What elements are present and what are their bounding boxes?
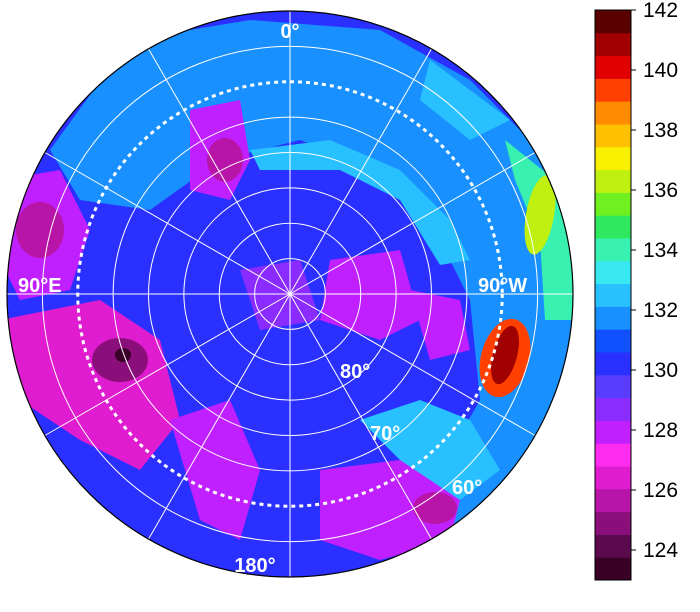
colorbar-tick-label: 130: [643, 359, 678, 382]
region-cyan-arc-south: [360, 400, 500, 500]
colorbar-cell: [595, 488, 631, 513]
colorbar-cell: [595, 397, 631, 421]
colorbar-cell: [595, 215, 631, 239]
colorbar-tick-label: 124: [643, 539, 678, 562]
lat-label-60: 60°: [452, 477, 482, 499]
dashed-latitude-ring: [76, 80, 504, 508]
colorbar-cell: [595, 260, 631, 285]
colorbar: 124 126 128 130 132 134 136 138 140 142: [594, 0, 678, 581]
colorbar-tick-label: 142: [643, 0, 678, 22]
graticule: [7, 11, 573, 577]
colorbar-cell: [595, 420, 631, 444]
colorbar-cell: [595, 55, 631, 79]
region-cyan-arc-north: [250, 140, 470, 265]
colorbar-tick-label: 136: [643, 179, 678, 202]
region-purple-south: [170, 400, 260, 540]
colorbar-cell: [595, 374, 631, 399]
region-red-hotspot: [491, 325, 519, 385]
lon-label-90e: 90°E: [18, 275, 62, 297]
latitude-ring: [218, 222, 362, 366]
colorbar-frame: [594, 9, 632, 581]
colorbar-cell: [595, 32, 631, 57]
colorbar-tick-label: 140: [643, 59, 678, 82]
colorbar-cells: [595, 10, 631, 581]
latitude-ring: [41, 45, 539, 543]
region-purple-southeast: [320, 460, 460, 560]
region-darkest-sw: [115, 348, 131, 362]
lat-label-80: 80°: [340, 361, 370, 383]
latitude-ring: [148, 152, 432, 436]
lat-label-70: 70°: [370, 423, 400, 445]
colorbar-cell: [595, 101, 631, 125]
colorbar-cell: [595, 443, 631, 467]
colorbar-cell: [595, 283, 631, 307]
region-purple-east: [410, 290, 470, 360]
colorbar-tick-label: 126: [643, 479, 678, 502]
colorbar-cell: [595, 557, 631, 581]
region-yellow-spot: [524, 175, 556, 255]
lon-label-0: 0°: [280, 21, 299, 43]
colorbar-cell: [595, 192, 631, 216]
region-magenta-west: [16, 202, 64, 258]
colorbar-tick-label: 132: [643, 299, 678, 322]
colorbar-tick-label: 134: [643, 239, 678, 262]
lon-label-90w: 90°W: [478, 275, 527, 297]
map-outline: [6, 10, 574, 578]
colorbar-cell: [595, 511, 631, 535]
region-magenta-southeast: [413, 492, 457, 524]
colorbar-ticks: 124 126 128 130 132 134 136 138 140 142: [631, 0, 678, 562]
polar-map: 0° 180° 90°E 90°W 80° 70° 60°: [6, 10, 574, 578]
colorbar-cell: [595, 466, 631, 490]
colorbar-cell: [595, 352, 631, 376]
colorbar-cell: [595, 306, 631, 330]
colorbar-tick-label: 138: [643, 119, 678, 142]
region-cyan-arc-ne: [420, 60, 510, 140]
colorbar-cell: [595, 329, 631, 353]
colorbar-cell: [595, 78, 631, 102]
map-labels: 0° 180° 90°E 90°W 80° 70° 60°: [18, 21, 527, 577]
lon-label-180: 180°: [234, 555, 275, 577]
colorbar-tick-label: 128: [643, 419, 678, 442]
latitude-ring: [254, 258, 326, 330]
region-purple-center-east: [320, 250, 420, 340]
colorbar-cell: [595, 169, 631, 193]
region-magenta-north: [207, 138, 243, 182]
latitude-ring: [183, 187, 397, 401]
colorbar-cell: [595, 146, 631, 171]
colorbar-cell: [595, 534, 631, 558]
colorbar-cell: [595, 10, 631, 34]
region-outer-band: [50, 20, 573, 550]
colorbar-cell: [595, 238, 631, 262]
colorbar-cell: [595, 124, 631, 148]
latitude-ring: [112, 116, 468, 472]
